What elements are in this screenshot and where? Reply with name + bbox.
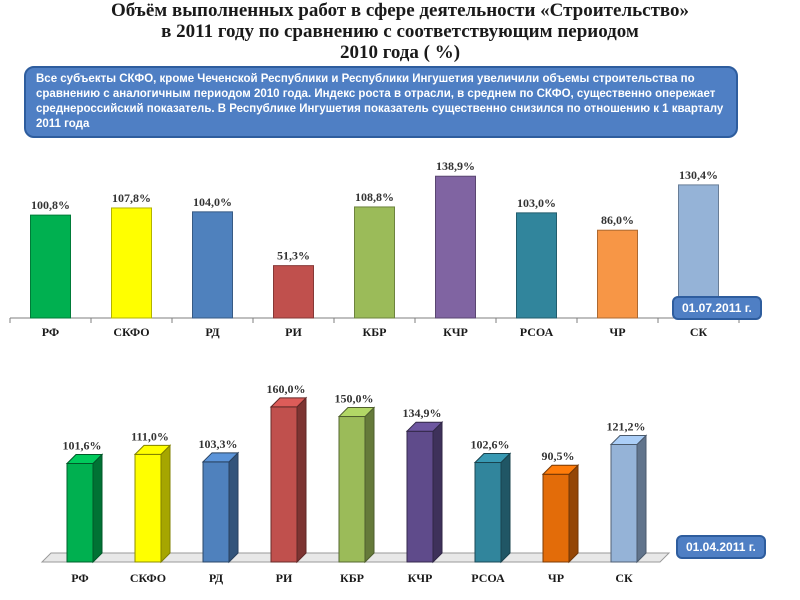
bar-chart-july: 100,8% РФ 107,8% СКФО 104,0% РД 51,3% РИ 108,8% К… — [9, 159, 744, 339]
value-label-july: 86,0% — [601, 213, 634, 227]
value-label-july: 103,0% — [517, 196, 556, 210]
bar-july — [30, 214, 71, 319]
bar-july — [111, 207, 152, 319]
value-label-april: 150,0% — [335, 392, 374, 406]
bar-side-april — [364, 406, 375, 564]
category-label-july: СК — [690, 325, 708, 339]
bar-july — [435, 175, 476, 319]
bar-top-april — [541, 464, 580, 475]
category-label-july: РСОА — [520, 325, 554, 339]
title-line-2: в 2011 году по сравнению с соответствующ… — [161, 21, 639, 42]
bar-top-april — [201, 452, 240, 463]
bar-april — [406, 430, 434, 563]
bar-side-april — [432, 420, 443, 564]
title-line-3: 2010 года ( %) — [339, 42, 461, 63]
category-label-april: РИ — [276, 571, 293, 585]
value-label-july: 107,8% — [112, 191, 151, 205]
value-label-july: 108,8% — [355, 190, 394, 204]
bar-side-april — [160, 444, 171, 564]
value-label-july: 100,8% — [31, 198, 70, 212]
category-label-april: РД — [209, 571, 224, 585]
category-label-april: КЧР — [408, 571, 433, 585]
bar-top-april — [269, 397, 308, 408]
value-label-april: 111,0% — [131, 429, 169, 443]
bar-top-april — [405, 421, 444, 432]
category-label-july: СКФО — [113, 325, 149, 339]
bar-july — [354, 206, 395, 319]
bar-top-april — [337, 407, 376, 418]
value-label-april: 160,0% — [267, 382, 306, 396]
bar-top-april — [65, 453, 104, 464]
bar-april — [338, 416, 366, 563]
bar-april — [270, 406, 298, 563]
category-label-july: РИ — [285, 325, 302, 339]
bar-side-april — [92, 453, 103, 564]
title-line-1: Объём выполненных работ в сфере деятельн… — [110, 0, 690, 21]
bar-july — [516, 212, 557, 319]
page-title: Объём выполненных работ в сфере деятельн… — [0, 0, 800, 63]
category-label-july: РД — [205, 325, 220, 339]
bar-april — [542, 473, 570, 563]
bar-april — [134, 453, 162, 563]
bar-july — [678, 184, 719, 319]
bar-top-april — [609, 434, 648, 445]
category-label-april: РФ — [71, 571, 88, 585]
category-label-april: СК — [615, 571, 633, 585]
value-label-april: 101,6% — [63, 438, 102, 452]
bar-side-april — [500, 452, 511, 564]
category-label-july: ЧР — [609, 325, 625, 339]
bar-top-april — [133, 444, 172, 455]
date-badge-july: 01.07.2011 г. — [672, 296, 762, 320]
value-label-july: 104,0% — [193, 195, 232, 209]
value-label-april: 102,6% — [471, 438, 510, 452]
value-label-april: 103,3% — [199, 437, 238, 451]
bar-april — [474, 462, 502, 563]
value-label-july: 138,9% — [436, 159, 475, 173]
value-label-april: 121,2% — [607, 419, 646, 433]
value-label-april: 134,9% — [403, 406, 442, 420]
value-label-july: 130,4% — [679, 168, 718, 182]
category-label-april: КБР — [340, 571, 364, 585]
category-label-july: РФ — [42, 325, 59, 339]
bar-april — [66, 462, 94, 563]
bar-top-april — [473, 453, 512, 464]
category-label-april: РСОА — [471, 571, 505, 585]
bar-april — [202, 461, 230, 563]
bar-side-april — [636, 434, 647, 564]
bar-july — [192, 211, 233, 319]
value-label-april: 90,5% — [542, 449, 575, 463]
bar-april — [610, 443, 638, 563]
category-label-april: СКФО — [130, 571, 166, 585]
category-label-april: ЧР — [548, 571, 564, 585]
bar-side-april — [228, 451, 239, 564]
summary-callout: Все субъекты СКФО, кроме Чеченской Респу… — [24, 66, 738, 138]
value-label-july: 51,3% — [277, 249, 310, 263]
category-label-july: КБР — [363, 325, 387, 339]
category-label-july: КЧР — [443, 325, 468, 339]
date-badge-april: 01.04.2011 г. — [676, 535, 766, 559]
bar-side-april — [296, 396, 307, 564]
bar-july — [597, 229, 638, 319]
bar-july — [273, 265, 314, 319]
bar-side-april — [568, 464, 579, 564]
bar-chart-april: 101,6% РФ 111,0% СКФО 103,3% РД 160,0% РИ 150,0%… — [40, 382, 671, 585]
